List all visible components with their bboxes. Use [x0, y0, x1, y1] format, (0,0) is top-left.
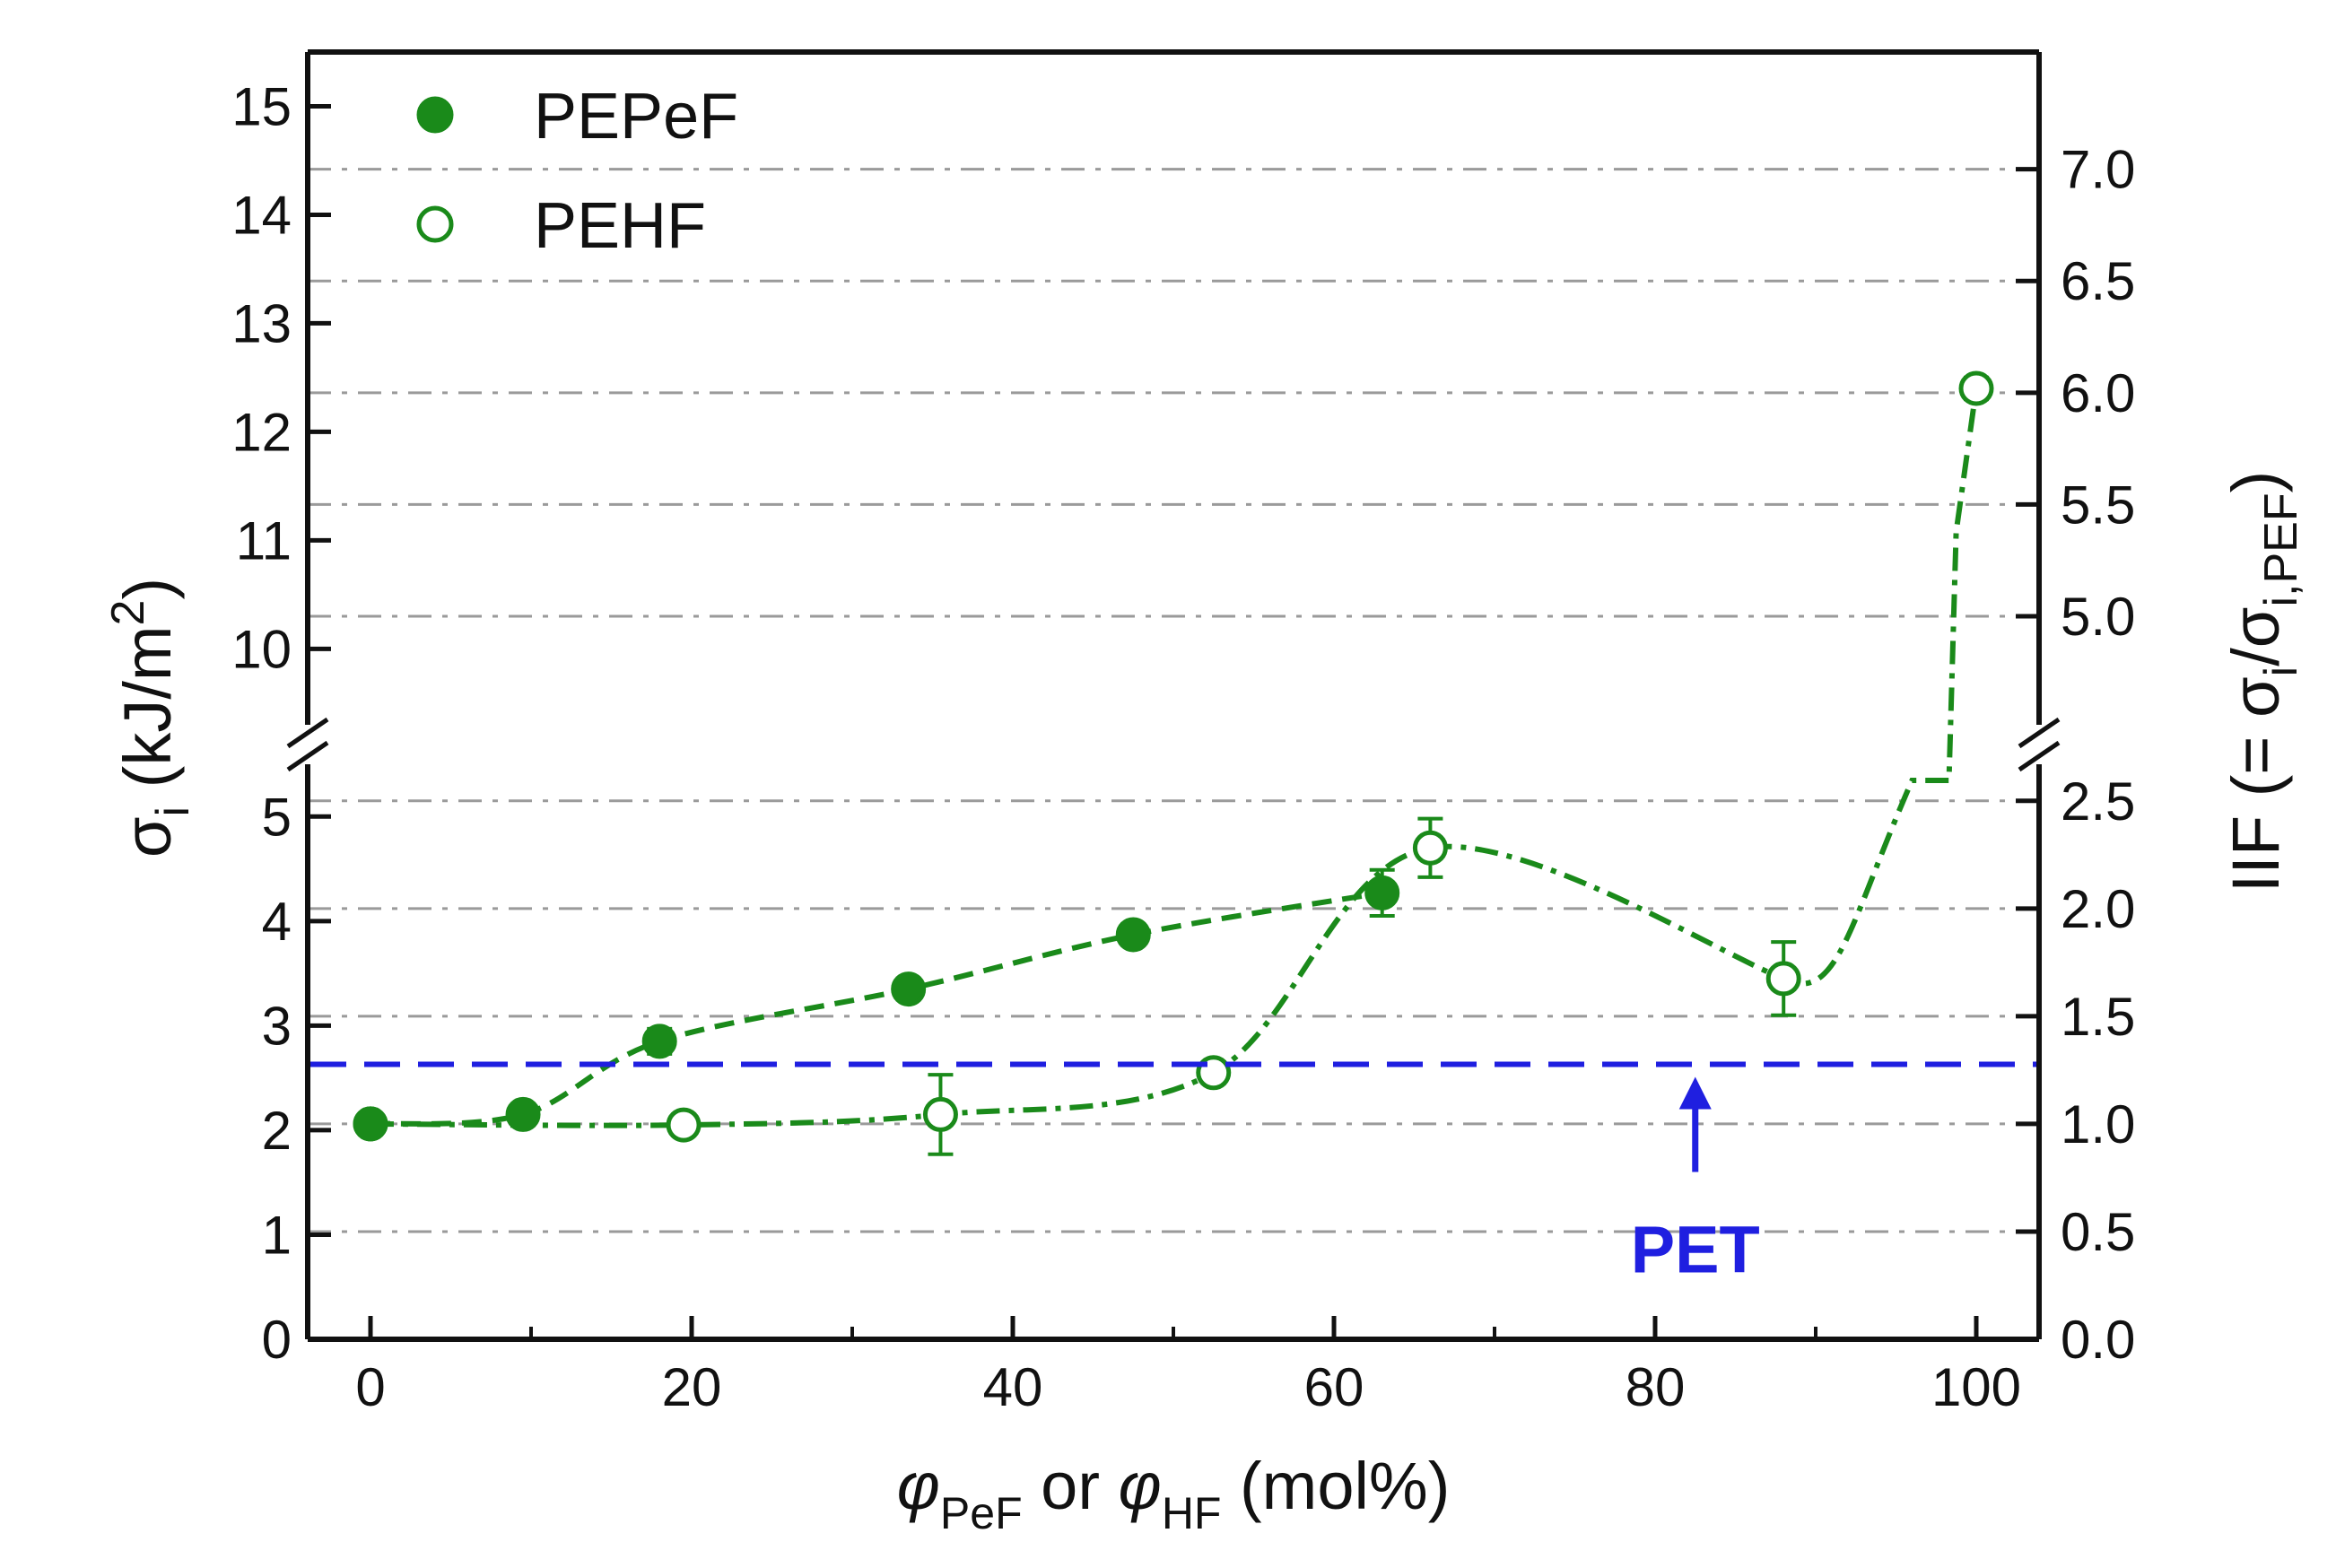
y-left-tick-label: 15	[231, 76, 292, 136]
legend-label: PEPeF	[534, 81, 738, 152]
y-left-tick-label: 4	[262, 892, 292, 952]
legend-marker	[416, 205, 454, 243]
x-title-symbol-2: φ	[1119, 1449, 1162, 1523]
x-title-unit: (mol%)	[1221, 1449, 1450, 1523]
pepef-point	[891, 971, 927, 1007]
pehf-point	[666, 1107, 702, 1143]
y-right-tick-label: 1.0	[2061, 1094, 2135, 1154]
pehf-point	[1958, 370, 1994, 406]
x-title-sub1: PeF	[940, 1488, 1023, 1538]
pehf-point	[1765, 961, 1801, 997]
y-left-tick-label: 5	[262, 787, 292, 847]
x-axis-title: φPeF or φHF (mol%)	[897, 1449, 1451, 1538]
y-left-title-sup: 2	[102, 600, 154, 626]
y-left-tick-label: 14	[231, 185, 292, 245]
pepef-point	[1364, 875, 1400, 910]
y-right-title-sub2: i,PEF	[2255, 492, 2307, 606]
y-right-tick-label: 2.0	[2061, 879, 2135, 939]
y-left-tick-label: 13	[231, 293, 292, 353]
axes	[286, 49, 2061, 1342]
pehf-point	[922, 1096, 958, 1132]
y-right-axis-title: IIF (= σi/σi,PEF)	[2218, 471, 2307, 893]
y-left-tick-label: 11	[236, 510, 292, 571]
reference-line-group: PET	[310, 1061, 2036, 1286]
y-right-tick-label: 0.5	[2061, 1202, 2135, 1262]
y-right-tick-label: 5.5	[2061, 475, 2135, 535]
y-right-tick-label: 7.0	[2061, 140, 2135, 200]
x-tick-label: 80	[1626, 1357, 1686, 1417]
pepef-point	[505, 1096, 541, 1132]
x-tick-label: 40	[983, 1357, 1043, 1417]
x-title-sub2: HF	[1162, 1488, 1222, 1538]
legend-marker	[416, 96, 454, 134]
y-left-title-sub: i	[147, 806, 199, 817]
y-right-title-close: )	[2218, 471, 2293, 493]
y-right-title-sub1: i	[2255, 666, 2307, 677]
y-left-tick-label: 1	[262, 1205, 292, 1265]
pepef-point	[1115, 917, 1151, 953]
y-left-title-close: )	[110, 578, 185, 600]
pet-arrow-head	[1678, 1076, 1712, 1110]
x-tick-label: 0	[355, 1357, 385, 1417]
pepef-point	[353, 1106, 388, 1142]
y-left-tick-label: 2	[262, 1101, 292, 1161]
x-title-symbol: φ	[897, 1449, 940, 1523]
x-tick-label: 20	[662, 1357, 722, 1417]
pehf-point	[1412, 830, 1448, 866]
pet-label: PET	[1631, 1212, 1760, 1286]
legend: PEPeF PEHF	[416, 81, 738, 262]
x-tick-label: 60	[1304, 1357, 1364, 1417]
x-title-mid: or	[1023, 1449, 1119, 1523]
axis-break-right-b	[2018, 740, 2061, 772]
pepef-fit-line	[370, 890, 1383, 1127]
legend-label: PEHF	[534, 190, 706, 262]
gridlines	[308, 168, 2039, 1233]
y-right-tick-label: 5.0	[2061, 587, 2135, 647]
axis-break-left-b	[286, 740, 329, 772]
x-tick-label: 100	[1931, 1357, 2021, 1417]
y-left-title-symbol: σ	[110, 816, 185, 858]
axis-break-right-a	[2018, 717, 2061, 749]
pepef-point	[641, 1024, 677, 1059]
y-left-tick-label: 10	[231, 619, 292, 679]
tick-labels: 0 20 40 60 80 1000123451011121314150.00.51.01…	[231, 76, 2135, 1417]
axis-titles: φPeF or φHF (mol%)σi (kJ/m2)IIF (= σi/σi…	[102, 471, 2307, 1538]
y-right-title-slash: /σ	[2218, 607, 2293, 666]
y-left-tick-label: 12	[231, 402, 292, 462]
y-left-axis-title: σi (kJ/m2)	[102, 578, 199, 858]
y-right-tick-label: 0.0	[2061, 1310, 2135, 1370]
y-right-tick-label: 2.5	[2061, 771, 2135, 832]
axis-break-left-a	[286, 717, 329, 749]
y-right-tick-label: 6.0	[2061, 363, 2135, 423]
y-left-title-unit: (kJ/m	[110, 625, 185, 806]
y-right-title-main: IIF (= σ	[2218, 676, 2293, 893]
y-left-tick-label: 3	[262, 996, 292, 1056]
y-right-tick-label: 6.5	[2061, 251, 2135, 311]
y-left-tick-label: 0	[262, 1310, 292, 1370]
data-series	[353, 370, 1994, 1156]
y-right-tick-label: 1.5	[2061, 987, 2135, 1047]
